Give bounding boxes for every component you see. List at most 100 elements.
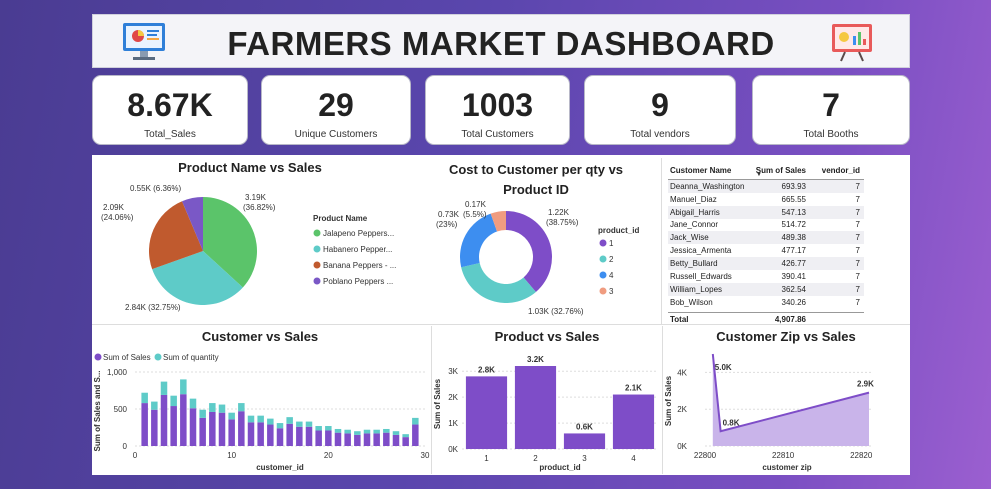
chart-title-product-name: Product Name vs Sales	[178, 160, 322, 175]
header-bar: FARMERS MARKET DASHBOARD	[92, 14, 910, 68]
x-axis-label: product_id	[539, 463, 580, 472]
table-cell: 693.93	[781, 181, 806, 191]
table-row[interactable]: Manuel_Diaz 665.55 7	[668, 193, 864, 206]
kpi-value: 1003	[461, 87, 534, 123]
table-cell: William_Lopes	[670, 284, 723, 294]
kpi-total-vendors: 9 Total vendors	[584, 75, 736, 145]
kpi-unique-customers: 29 Unique Customers	[261, 75, 411, 145]
bar-product	[563, 433, 606, 449]
bar-sales	[373, 433, 380, 446]
bar-quantity	[305, 421, 313, 427]
x-tick-label: 22820	[850, 451, 873, 460]
data-label: 0.73K	[438, 210, 460, 219]
donut-slice	[490, 211, 506, 232]
y-tick-label: 2K	[448, 393, 458, 402]
pie-slice	[152, 251, 243, 305]
bar-quantity	[383, 428, 390, 433]
bar-quantity	[373, 429, 380, 434]
data-label: (5.5%)	[463, 210, 487, 219]
legend-title: product_id	[598, 226, 639, 235]
bar-quantity	[170, 395, 177, 407]
table-row[interactable]: Russell_Edwards 390.41 7	[668, 270, 864, 283]
data-label: (36.82%)	[243, 203, 276, 212]
kpi-value: 29	[318, 87, 354, 123]
table-row[interactable]: Jane_Connor 514.72 7	[668, 219, 864, 232]
table-row[interactable]: Abigail_Harris 547.13 7	[668, 205, 864, 219]
kpi-label: Total vendors	[630, 129, 690, 140]
bar-quantity	[238, 403, 245, 412]
kpi-value: 7	[822, 87, 840, 123]
legend-marker	[313, 261, 321, 269]
table-row[interactable]: William_Lopes 362.54 7	[668, 282, 864, 296]
bar-quantity	[199, 409, 206, 418]
table-cell: 7	[855, 181, 860, 191]
data-label: 0.6K	[576, 422, 593, 431]
data-label: 2.84K (32.75%)	[125, 303, 181, 312]
table-cell: 7	[855, 284, 860, 294]
kpi-label: Unique Customers	[294, 129, 378, 140]
table-row[interactable]: Bob_Wilson 340.26 7	[668, 296, 864, 309]
legend-label: Habanero Pepper...	[323, 245, 392, 254]
y-tick-label: 1,000	[107, 368, 128, 377]
bar-sales	[170, 406, 177, 446]
y-tick-label: 0	[123, 442, 128, 451]
pie-slice	[203, 197, 257, 288]
bar-sales	[383, 432, 390, 446]
bar-quantity	[344, 429, 351, 434]
table-cell: 7	[855, 220, 860, 230]
column-header-vendor-id[interactable]: vendor_id	[821, 166, 860, 175]
bar-quantity	[412, 417, 419, 425]
table-cell: 390.41	[781, 271, 806, 281]
bar-sales	[296, 426, 303, 446]
table-cell: 7	[855, 233, 860, 243]
table-row[interactable]: Deanna_Washington 693.93 7	[668, 180, 864, 193]
monitor-dashboard-icon	[123, 23, 165, 60]
data-label: 0.17K	[465, 200, 487, 209]
legend-marker	[599, 271, 607, 279]
bar-quantity	[228, 412, 235, 420]
data-label: (38.75%)	[546, 218, 579, 227]
legend-label: Sum of Sales	[103, 353, 151, 362]
data-label: 1.03K (32.76%)	[528, 307, 584, 316]
bar-sales	[189, 408, 197, 446]
bar-quantity	[218, 404, 226, 413]
data-label: 2.09K	[103, 203, 125, 212]
page-title: FARMERS MARKET DASHBOARD	[227, 25, 775, 62]
y-axis-label: Sum of Sales	[433, 378, 442, 429]
bar-quantity	[276, 423, 284, 429]
table-cell: Betty_Bullard	[670, 258, 718, 268]
kpi-label: Total Booths	[803, 129, 859, 140]
y-tick-label: 0K	[448, 445, 458, 454]
table-row[interactable]: Jack_Wise 489.38 7	[668, 231, 864, 245]
total-sales: 4,907.86	[774, 315, 806, 325]
sort-desc-icon[interactable]: ▼	[756, 172, 762, 178]
bar-quantity	[363, 429, 371, 434]
legend-label: Banana Peppers - ...	[323, 261, 396, 270]
x-tick-label: 30	[421, 451, 430, 460]
y-tick-label: 1K	[448, 419, 458, 428]
table-cell: 426.77	[781, 258, 806, 268]
bar-quantity	[151, 401, 158, 410]
bar-sales	[257, 422, 264, 446]
bar-quantity	[315, 426, 322, 431]
bar-quantity	[160, 381, 168, 395]
bar-quantity	[354, 431, 361, 435]
bar-sales	[228, 419, 235, 446]
legend-marker	[94, 353, 102, 361]
data-label: 3.2K	[527, 355, 544, 364]
bar-quantity	[209, 403, 216, 412]
kpi-total-booths: 7 Total Booths	[752, 75, 910, 145]
bar-chart-product-vs-sales: 0K 1K 2K 3K 2.8K 1 3.2K 2 0.6K 3 2.1K 4 product_id Su…	[433, 355, 658, 472]
bar-sales	[392, 434, 400, 446]
table-row[interactable]: Jessica_Armenta 477.17 7	[668, 244, 864, 257]
data-label: 0.8K	[723, 418, 740, 427]
table-cell: Abigail_Harris	[670, 207, 720, 217]
bar-sales	[247, 422, 255, 446]
table-cell: Jack_Wise	[670, 233, 709, 243]
column-header-sum-of-sales[interactable]: Sum of Sales	[755, 166, 806, 175]
bar-sales	[267, 424, 274, 446]
bar-product	[514, 366, 557, 449]
column-header-customer-name[interactable]: Customer Name	[670, 166, 732, 175]
area-fill	[712, 354, 869, 446]
table-row[interactable]: Betty_Bullard 426.77 7	[668, 257, 864, 270]
